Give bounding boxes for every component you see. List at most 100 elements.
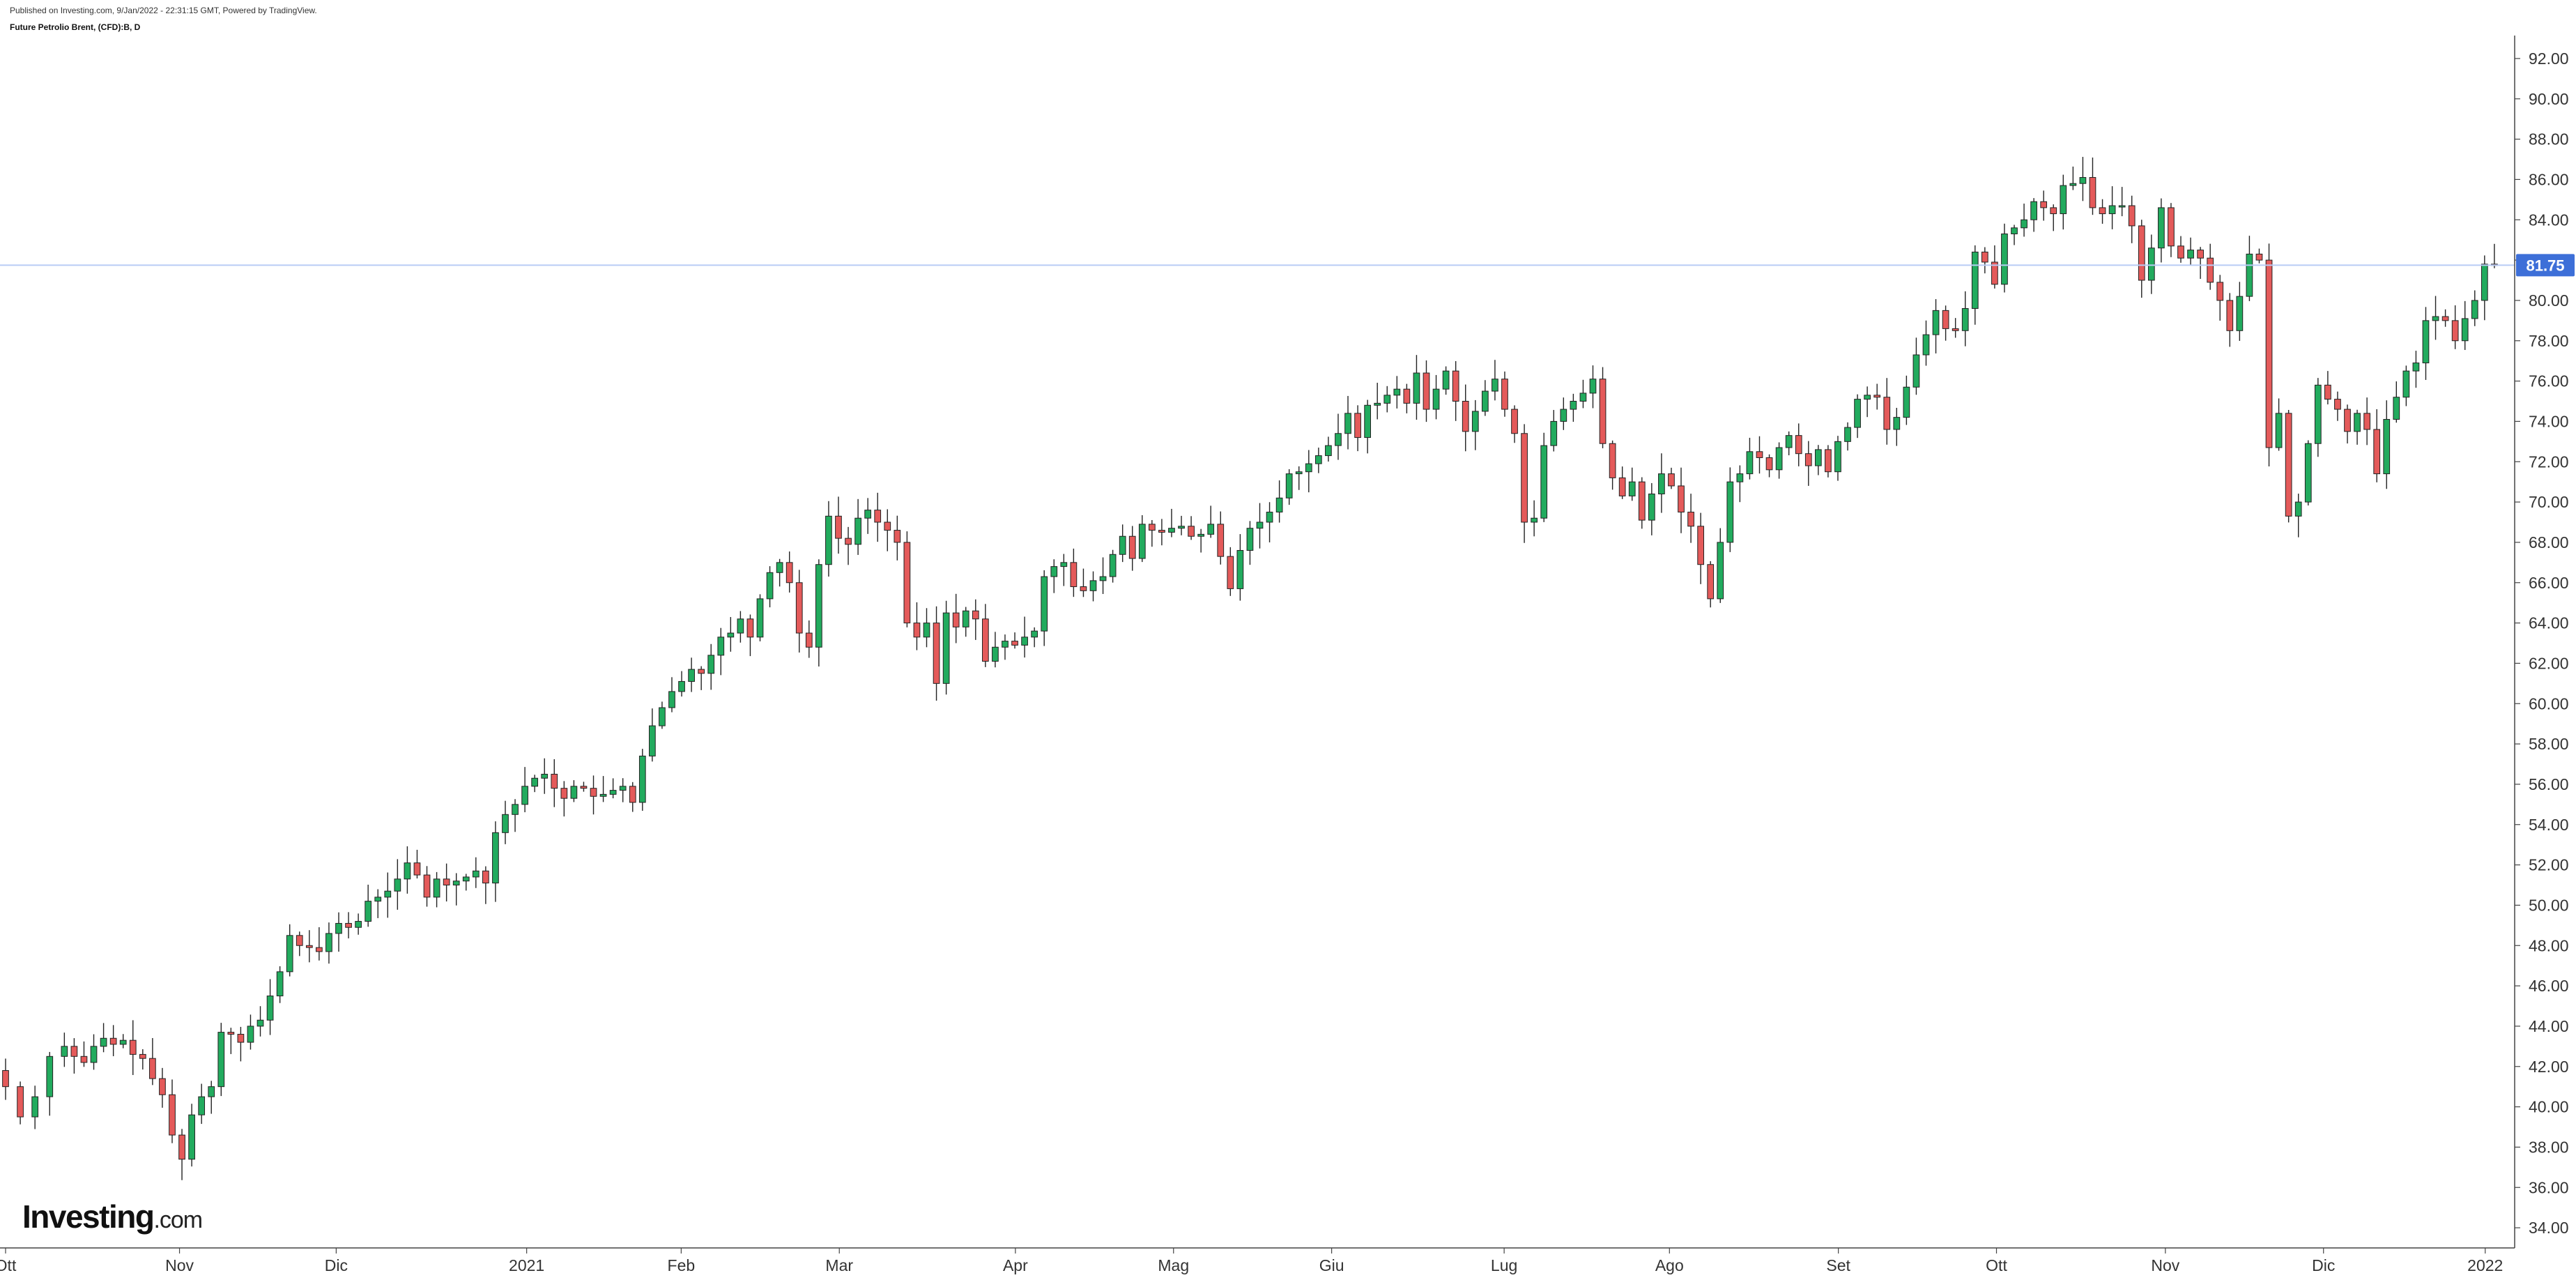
candle-body-down [1080, 586, 1087, 591]
candle [2471, 290, 2478, 326]
x-tick-label: Ott [1986, 1256, 2007, 1274]
candle-body-down [1765, 457, 1773, 471]
candle [2265, 243, 2273, 466]
candle [1197, 528, 1205, 553]
candle [198, 1083, 206, 1125]
candle [208, 1081, 215, 1114]
x-tick-label: Ott [0, 1256, 17, 1274]
y-tick-label: 58.00 [2529, 735, 2569, 753]
candle [365, 884, 372, 927]
price-axis: 34.00 36.00 38.00 40.00 42.00 44.00 46.00 48.00… [2514, 36, 2569, 1248]
candle [345, 912, 352, 938]
candle-body-up [1246, 528, 1254, 551]
candle-body-up [609, 790, 617, 795]
candle-body-down [2207, 257, 2214, 283]
candle [1207, 505, 1215, 538]
candle [1521, 424, 1528, 543]
candle-body-down [2099, 207, 2106, 215]
candle [1354, 405, 1361, 452]
candle-body-up [825, 515, 832, 565]
candle [1775, 442, 1783, 479]
candle-body-down [805, 632, 813, 648]
candle-body-up [541, 773, 549, 779]
candle [1413, 355, 1420, 420]
candle [423, 866, 431, 907]
candle-body-up [531, 777, 539, 787]
candle [2, 1058, 9, 1100]
candle [2373, 409, 2381, 482]
candle-body-up [2481, 264, 2488, 301]
candle [1589, 365, 1597, 409]
candle-body-up [276, 971, 284, 997]
candle [512, 799, 519, 832]
candle-body-up [2412, 363, 2420, 372]
candle-body-up [394, 878, 401, 892]
candle-body-down [894, 530, 901, 543]
candle-body-down [746, 618, 754, 638]
y-tick-label: 72.00 [2529, 452, 2569, 471]
candle [237, 1026, 245, 1062]
candle-body-up [374, 897, 382, 902]
candle [707, 643, 715, 690]
candle [2118, 187, 2126, 217]
candle-body-up [942, 612, 950, 684]
candle-body-up [2021, 219, 2027, 229]
candle [1403, 383, 1411, 413]
candle-body-down [952, 612, 960, 627]
candle [1628, 467, 1636, 501]
x-tick-label: Feb [668, 1256, 696, 1274]
candle [2099, 199, 2106, 224]
candle [1844, 422, 1851, 451]
candle [139, 1049, 146, 1070]
candle [795, 570, 803, 653]
candle [1492, 360, 1498, 401]
candle-body-down [1227, 556, 1234, 589]
candle [1383, 386, 1391, 413]
candle-body-up [90, 1046, 98, 1063]
candle-body-down [1403, 388, 1411, 404]
candle [2158, 198, 2165, 263]
candle [531, 775, 539, 793]
candle [521, 767, 528, 813]
candle [2187, 237, 2194, 266]
candle [1854, 394, 1861, 439]
candle [2432, 296, 2439, 340]
candle [766, 566, 774, 608]
candle [933, 606, 940, 701]
candle [972, 599, 979, 640]
candles-layer [2, 157, 2498, 1180]
candle-body-up [2246, 253, 2253, 297]
current-price-tag: 81.75 [2516, 254, 2575, 277]
candle-body-down [2226, 300, 2234, 331]
candle [992, 632, 999, 668]
candle-body-up [1481, 390, 1489, 412]
y-tick-label: 54.00 [2529, 816, 2569, 834]
candle-body-up [776, 562, 783, 573]
candle [2441, 309, 2449, 327]
candle [217, 1023, 225, 1097]
candle [2030, 198, 2037, 232]
candle [1325, 436, 1332, 462]
candle-body-down [139, 1053, 146, 1059]
candle-body-up [2118, 205, 2126, 208]
candle-body-up [1305, 463, 1312, 473]
candle-body-down [2363, 413, 2370, 430]
candle-body-down [982, 618, 989, 662]
candle-body-up [1531, 517, 1538, 523]
candle-body-down [1148, 524, 1156, 531]
candle [785, 551, 793, 593]
candle-body-up [864, 510, 872, 519]
candle-body-down [933, 623, 940, 684]
candle [1961, 291, 1969, 346]
candle [1031, 627, 1038, 648]
x-tick-label: Nov [2151, 1256, 2179, 1274]
y-tick-label: 46.00 [2529, 977, 2569, 995]
candle-body-up [365, 901, 372, 922]
candle [717, 627, 725, 676]
candle [2422, 307, 2430, 380]
candle-body-up [1540, 445, 1548, 519]
candle-body-up [1138, 524, 1146, 559]
candle-body-down [1668, 473, 1675, 487]
candle [61, 1033, 68, 1067]
candle [2412, 351, 2420, 388]
